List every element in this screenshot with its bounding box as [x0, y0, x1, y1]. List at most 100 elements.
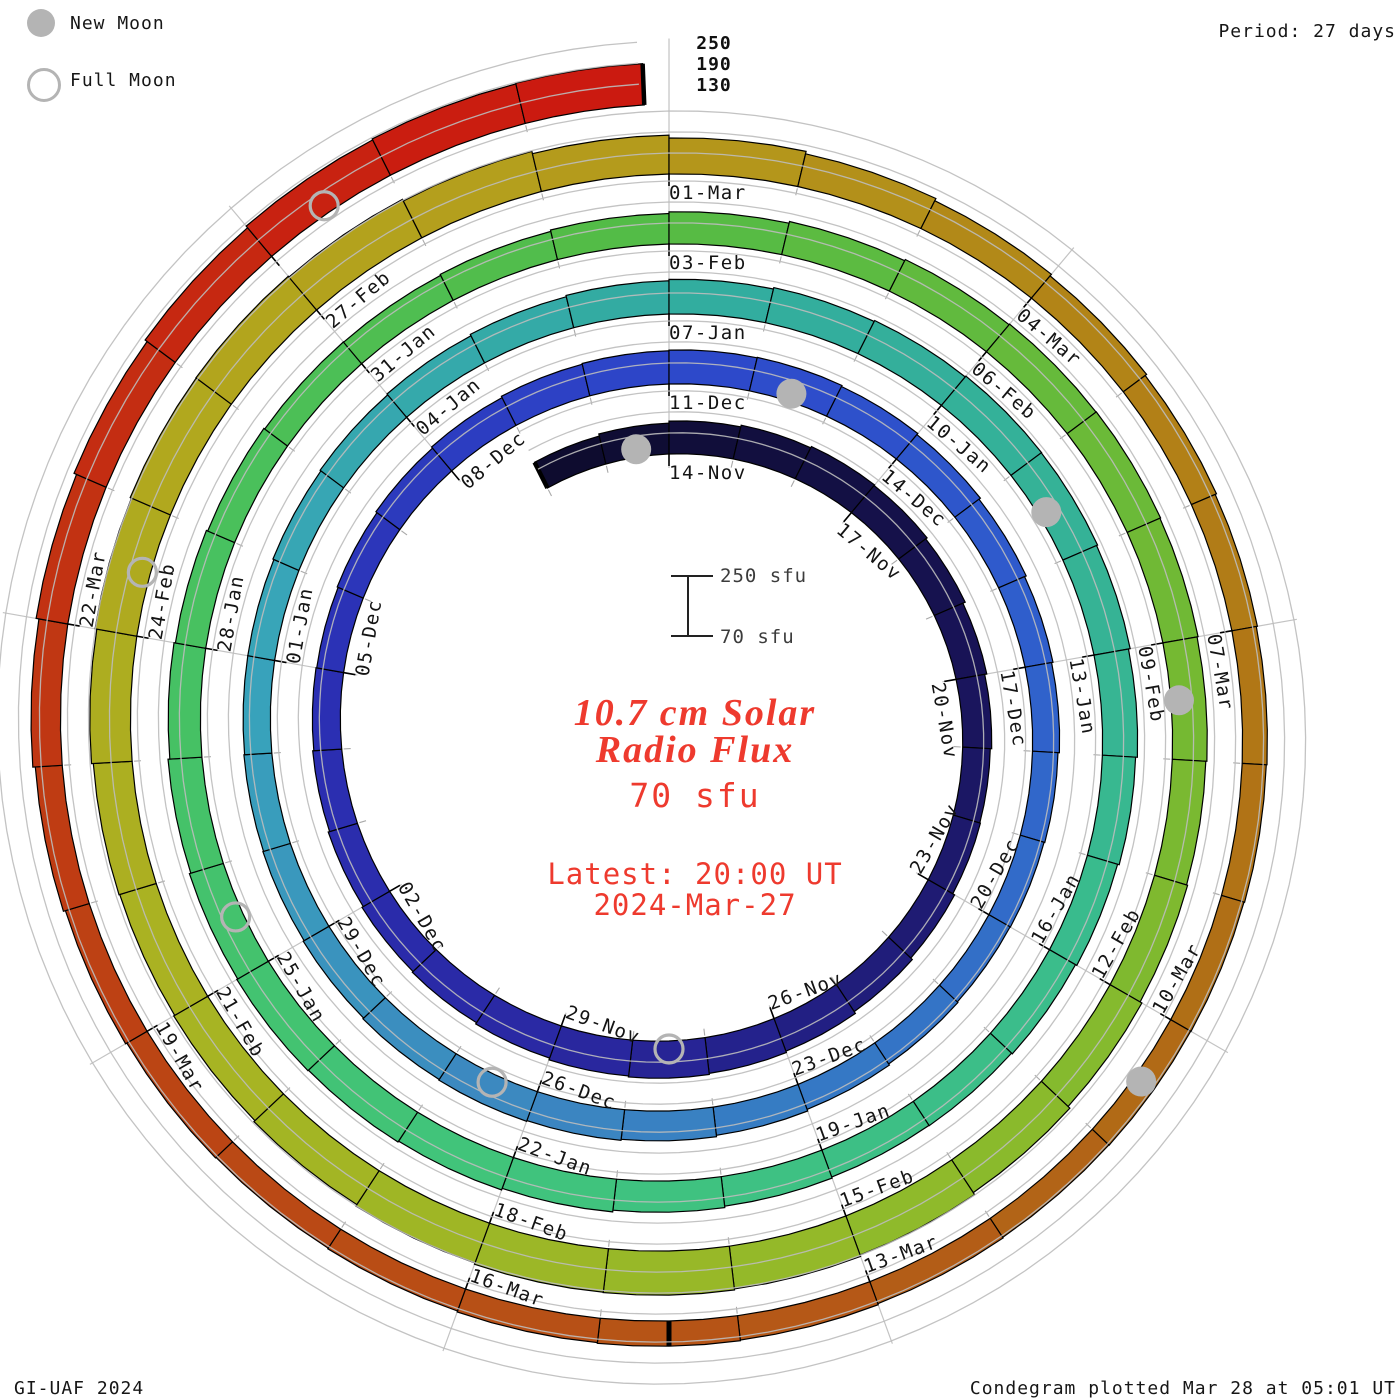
day-tick	[779, 256, 782, 264]
label-tick	[560, 1014, 567, 1028]
day-tick	[157, 880, 166, 884]
day-tick	[944, 811, 952, 816]
label-tick	[488, 1211, 495, 1225]
label-tick	[978, 350, 988, 362]
day-tick	[608, 1239, 610, 1247]
day-bar	[1126, 517, 1199, 644]
day-bar	[728, 1215, 862, 1290]
day-tick	[711, 1098, 714, 1106]
day-bar	[473, 1222, 610, 1293]
day-tick	[516, 426, 521, 434]
day-tick	[573, 329, 577, 337]
day-tick	[916, 230, 921, 237]
label-tick	[206, 989, 219, 998]
label-tick	[793, 1072, 800, 1086]
day-bar	[1030, 275, 1148, 393]
label-tick	[145, 1024, 158, 1033]
label-tick	[327, 919, 340, 928]
new-moon-marker	[776, 378, 807, 409]
scale-max-label: 250 sfu	[720, 565, 808, 587]
day-bar	[243, 752, 292, 853]
day-tick	[703, 1028, 706, 1036]
day-bar	[312, 748, 359, 833]
scale-bar-bottom-tick	[671, 635, 713, 637]
day-tick	[300, 570, 308, 575]
label-tick	[1219, 629, 1233, 634]
label-tick	[1023, 296, 1033, 308]
day-tick	[616, 1170, 619, 1178]
label-tick	[1038, 942, 1051, 951]
day-bar	[188, 862, 270, 980]
label-tick	[135, 635, 149, 640]
legend-new-moon-label: New Moon	[70, 13, 165, 34]
day-tick	[418, 1104, 424, 1111]
full-moon-marker	[308, 190, 340, 222]
period-label: Period: 27 days	[1218, 21, 1396, 42]
day-bar	[402, 150, 543, 239]
label-tick	[1159, 1012, 1172, 1021]
day-bar	[668, 211, 790, 256]
day-bar	[336, 511, 401, 599]
day-bar	[411, 948, 496, 1024]
day-bar	[1153, 758, 1207, 886]
date-label: 07-Jan	[669, 322, 747, 344]
chart-title-line1: 10.7 cm Solar	[573, 692, 817, 734]
label-tick	[944, 678, 958, 683]
day-tick	[822, 417, 827, 425]
day-tick	[453, 301, 458, 309]
day-bar	[397, 1111, 515, 1191]
label-tick	[841, 1204, 847, 1218]
date-label: 20-Nov	[927, 681, 962, 761]
label-tick	[512, 1145, 519, 1159]
day-tick	[1003, 476, 1010, 482]
day-bar	[712, 1083, 809, 1137]
label-tick	[66, 623, 80, 627]
date-label: 13-Jan	[1064, 656, 1099, 736]
day-tick	[907, 1093, 913, 1101]
day-bar	[311, 667, 345, 752]
radial-tick-label: 190	[696, 54, 732, 75]
day-tick	[341, 1221, 347, 1228]
grid-spirals	[0, 41, 1307, 1385]
day-tick	[171, 515, 179, 519]
full-moon-marker	[653, 1033, 685, 1065]
label-tick	[843, 511, 853, 523]
full-moon-marker	[126, 556, 158, 588]
day-bar	[1019, 750, 1059, 844]
day-tick	[456, 1045, 462, 1053]
day-tick	[947, 517, 954, 524]
day-bar	[954, 498, 1028, 589]
day-bar	[456, 1288, 601, 1344]
label-tick	[388, 884, 401, 893]
day-tick	[589, 397, 593, 405]
label-tick	[273, 659, 287, 664]
label-tick	[450, 469, 460, 481]
day-tick	[830, 976, 836, 984]
day-bar	[850, 484, 928, 560]
day-tick	[541, 193, 544, 201]
day-bar	[531, 134, 670, 193]
day-bar	[825, 385, 919, 460]
day-bar	[362, 996, 457, 1081]
day-tick	[853, 355, 858, 362]
day-tick	[869, 1035, 875, 1042]
day-tick	[422, 239, 427, 247]
label-tick	[864, 1270, 871, 1283]
day-tick	[292, 840, 300, 844]
day-tick	[925, 615, 933, 620]
day-tick	[176, 363, 183, 369]
latest-flux-value: 70 sfu	[629, 776, 761, 815]
day-tick	[495, 987, 500, 994]
day-tick	[624, 1100, 627, 1108]
date-label: 03-Feb	[669, 252, 747, 274]
credit-label: GI-UAF 2024	[14, 1378, 145, 1399]
day-tick	[557, 261, 561, 269]
day-bar	[263, 341, 363, 447]
label-tick	[536, 1080, 543, 1093]
day-bar	[764, 286, 876, 355]
day-tick	[730, 460, 734, 468]
day-tick	[359, 820, 367, 824]
day-bar	[955, 673, 993, 750]
day-tick	[881, 930, 888, 937]
